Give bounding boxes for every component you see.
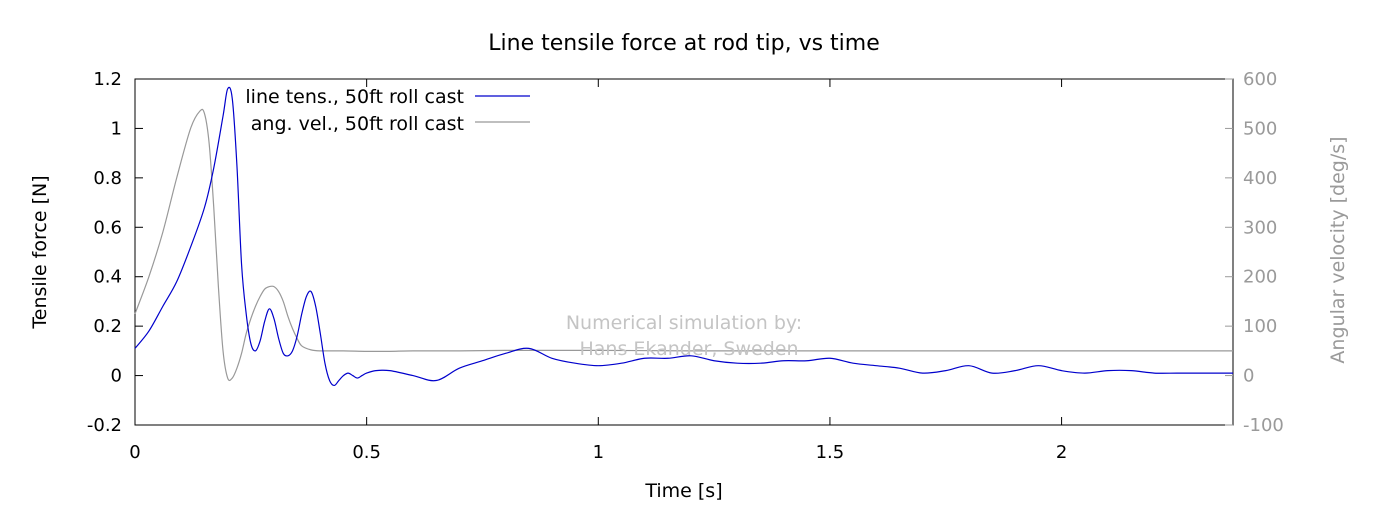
- chart-title: Line tensile force at rod tip, vs time: [488, 31, 880, 56]
- x-tick-label: 1: [593, 442, 604, 463]
- y-tick-label: 0: [111, 366, 122, 387]
- y-axis-label: Tensile force [N]: [29, 175, 51, 329]
- plot-frame: [134, 78, 1234, 426]
- annotation: Numerical simulation by: Hans Ekander, S…: [566, 312, 802, 360]
- x-axis-label: Time [s]: [644, 480, 722, 502]
- x-tick-label: 0: [129, 442, 140, 463]
- y2-tick-label: 400: [1243, 168, 1277, 189]
- y2-tick-label: 200: [1243, 267, 1277, 288]
- y-tick-label: 0.6: [93, 217, 122, 238]
- x-tick-label: 2: [1056, 442, 1067, 463]
- y2-tick-label: 600: [1243, 69, 1277, 90]
- y-axis-ticks: -0.2 0 0.2 0.4 0.6 0.8 1 1.2: [87, 69, 143, 436]
- y2-tick-label: 0: [1243, 366, 1254, 387]
- plot-area: [134, 78, 1234, 426]
- series-layer: [134, 86, 1233, 387]
- y-tick-label: 0.2: [93, 316, 122, 337]
- legend-label-line-tension: line tens., 50ft roll cast: [245, 86, 464, 108]
- y-tick-label: -0.2: [87, 415, 122, 436]
- y-tick-label: 0.4: [93, 267, 122, 288]
- series-angular-velocity: [134, 108, 1233, 382]
- x-tick-label: 0.5: [352, 442, 381, 463]
- legend: line tens., 50ft roll cast ang. vel., 50…: [245, 86, 530, 135]
- x-axis-ticks: 0 0.5 1 1.5 2: [129, 79, 1067, 463]
- y2-tick-label: 500: [1243, 118, 1277, 139]
- y2-axis-ticks: -100 0 100 200 300 400 500 600: [1225, 69, 1284, 436]
- y2-axis-label: Angular velocity [deg/s]: [1327, 136, 1349, 363]
- x-tick-label: 1.5: [816, 442, 845, 463]
- annotation-line-1: Numerical simulation by:: [566, 312, 802, 334]
- y2-tick-label: -100: [1243, 415, 1284, 436]
- y-tick-label: 1.2: [93, 69, 122, 90]
- y-tick-label: 0.8: [93, 168, 122, 189]
- legend-label-angular-velocity: ang. vel., 50ft roll cast: [251, 113, 464, 135]
- y-tick-label: 1: [111, 118, 122, 139]
- series-line-tension: [134, 86, 1233, 387]
- y2-tick-label: 100: [1243, 316, 1277, 337]
- y2-tick-label: 300: [1243, 217, 1277, 238]
- annotation-line-2: Hans Ekander, Sweden: [580, 338, 799, 360]
